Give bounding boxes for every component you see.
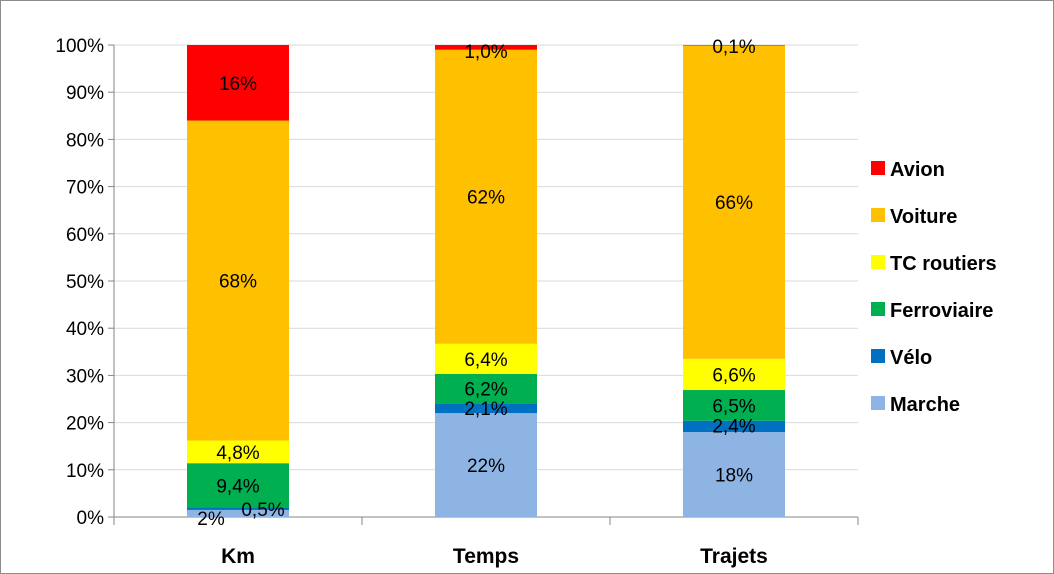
y-tick-label: 40% xyxy=(66,319,104,340)
y-tick-label: 60% xyxy=(66,225,104,246)
data-label: 6,2% xyxy=(464,380,507,401)
legend-label: Vélo xyxy=(890,347,932,369)
bar-segment xyxy=(435,403,537,414)
data-label: 2,1% xyxy=(464,399,507,420)
y-tick-label: 70% xyxy=(66,178,104,199)
bar-segment xyxy=(683,390,785,421)
bar-segment xyxy=(187,507,289,510)
data-label: 22% xyxy=(467,456,505,477)
legend-swatch xyxy=(871,255,885,269)
bar-segment xyxy=(683,358,785,391)
data-label: 6,6% xyxy=(712,365,755,386)
x-category-label: Temps xyxy=(453,545,519,568)
legend-swatch xyxy=(871,302,885,316)
data-label: 6,4% xyxy=(464,350,507,371)
data-label: 2,4% xyxy=(712,417,755,438)
y-tick-label: 50% xyxy=(66,272,104,293)
data-label: 6,5% xyxy=(712,396,755,417)
bar-segment xyxy=(435,373,537,404)
legend-label: Voiture xyxy=(890,206,957,228)
x-category-label: Km xyxy=(221,545,255,568)
data-label: 4,8% xyxy=(216,443,259,464)
data-label: 0,1% xyxy=(712,37,755,58)
y-tick-label: 100% xyxy=(55,36,104,57)
bar-segment xyxy=(683,45,785,359)
y-tick-label: 20% xyxy=(66,414,104,435)
data-label: 62% xyxy=(467,188,505,209)
data-label: 66% xyxy=(715,193,753,214)
y-tick-label: 0% xyxy=(77,508,105,529)
data-label: 18% xyxy=(715,466,753,487)
legend-label: Marche xyxy=(890,394,960,416)
data-label: 68% xyxy=(219,272,257,293)
x-category-label: Trajets xyxy=(700,545,768,568)
legend: Avion Voiture TC routiers Ferroviaire Vélo Ma… xyxy=(871,159,997,416)
bar-segment xyxy=(435,49,537,344)
bars xyxy=(187,45,785,517)
bar-segment xyxy=(187,120,289,441)
bar-segment xyxy=(187,509,289,517)
y-tick-label: 30% xyxy=(66,366,104,387)
legend-swatch xyxy=(871,161,885,175)
y-tick-label: 10% xyxy=(66,461,104,482)
data-label: 16% xyxy=(219,74,257,95)
data-labels: 2% 0,5% 9,4% 4,8% 68% 16% 22% 2,1%6,2% 6,4% 62% 1,… xyxy=(197,37,755,530)
legend-label: Ferroviaire xyxy=(890,300,993,322)
data-label: 9,4% xyxy=(216,476,259,497)
data-label: 0,5% xyxy=(241,500,284,521)
bar-segment xyxy=(187,440,289,464)
legend-swatch xyxy=(871,396,885,410)
bar-segment xyxy=(683,432,785,517)
bar-segment xyxy=(683,420,785,433)
legend-swatch xyxy=(871,208,885,222)
data-label: 1,0% xyxy=(464,42,507,63)
bar-segment xyxy=(435,45,537,50)
bar-segment xyxy=(435,343,537,374)
legend-label: TC routiers xyxy=(890,253,997,275)
y-tick-label: 80% xyxy=(66,130,104,151)
legend-swatch xyxy=(871,349,885,363)
data-label: 2% xyxy=(197,509,225,530)
bar-segment xyxy=(435,413,537,517)
bar-segment xyxy=(187,45,289,121)
legend-label: Avion xyxy=(890,159,945,181)
bar-segment xyxy=(187,463,289,508)
y-tick-label: 90% xyxy=(66,83,104,104)
